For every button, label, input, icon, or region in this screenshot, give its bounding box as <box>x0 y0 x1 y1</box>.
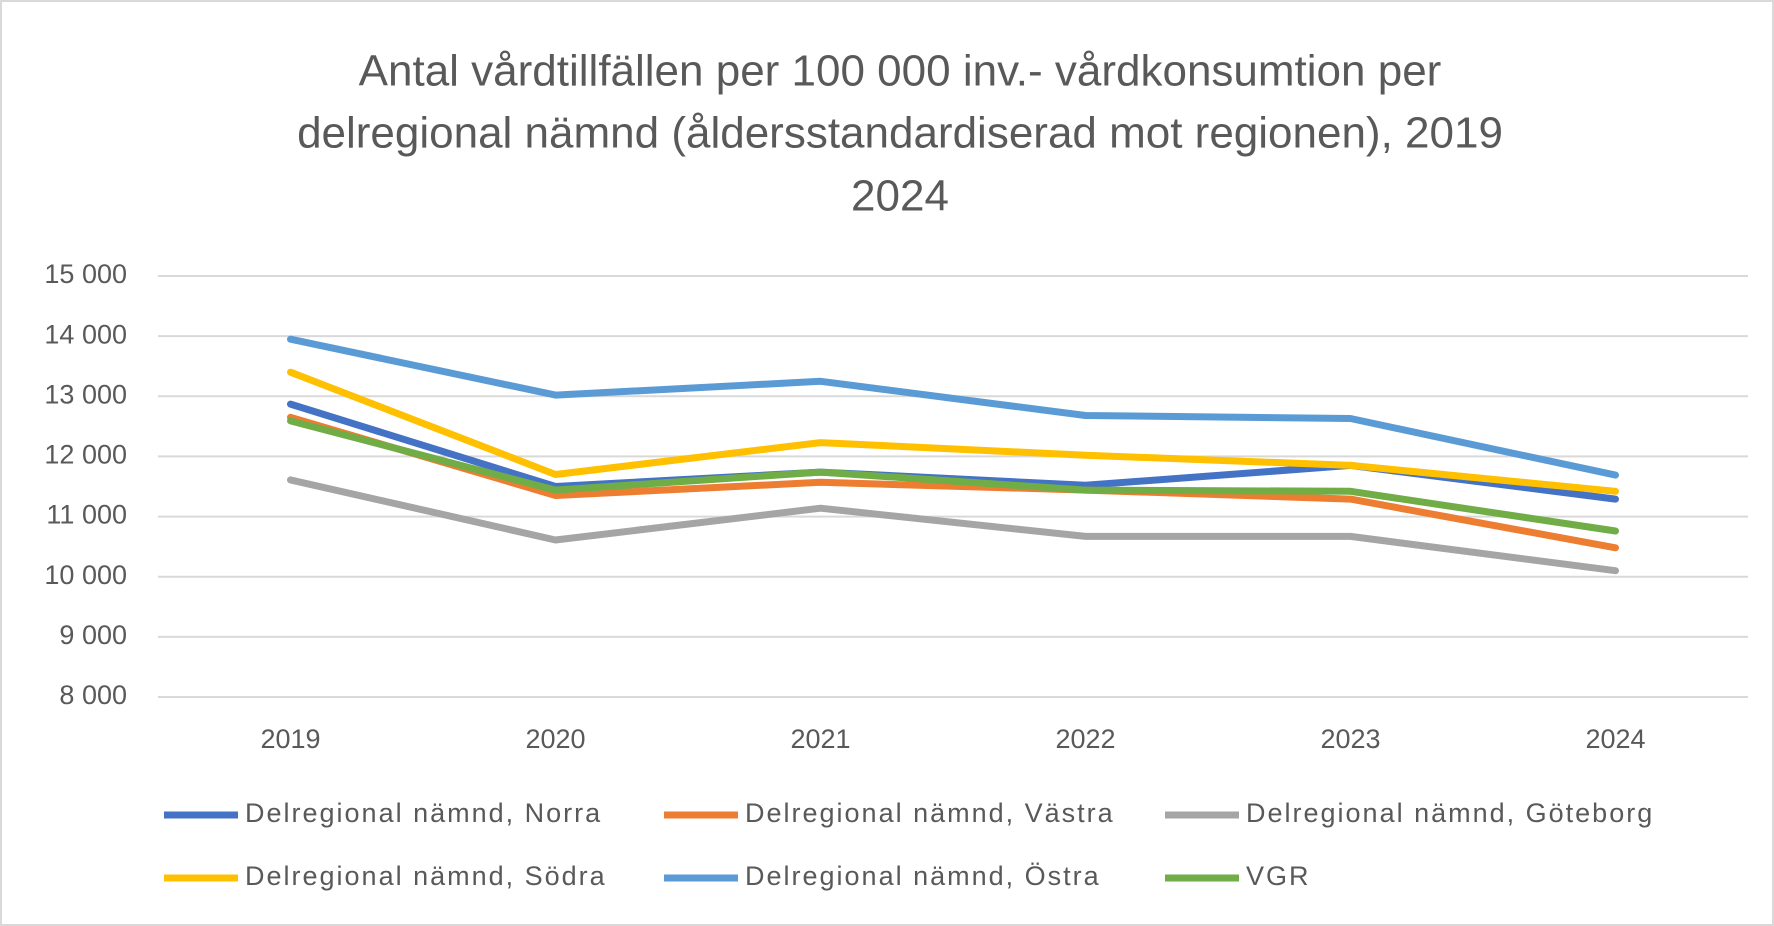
chart-title: 2024 <box>851 172 949 221</box>
series-line <box>287 476 1619 575</box>
x-tick-label: 2022 <box>1055 724 1115 754</box>
x-tick-label: 2021 <box>790 724 850 754</box>
y-tick-label: 9 000 <box>59 620 127 650</box>
series-line <box>287 368 1619 495</box>
y-tick-label: 10 000 <box>44 560 127 590</box>
y-tick-label: 12 000 <box>44 440 127 470</box>
legend-label: VGR <box>1246 861 1311 891</box>
y-tick-label: 15 000 <box>44 259 127 289</box>
legend-label: Delregional nämnd, Norra <box>245 798 602 828</box>
legend-label: Delregional nämnd, Södra <box>245 861 607 891</box>
x-tick-label: 2019 <box>260 724 320 754</box>
y-tick-label: 14 000 <box>44 319 127 349</box>
legend-label: Delregional nämnd, Göteborg <box>1246 798 1654 828</box>
series-line <box>287 335 1619 479</box>
legend-label: Delregional nämnd, Västra <box>745 798 1115 828</box>
y-tick-label: 11 000 <box>46 500 127 530</box>
y-tick-label: 13 000 <box>44 379 127 409</box>
legend-label: Delregional nämnd, Östra <box>745 861 1101 891</box>
x-tick-label: 2023 <box>1320 724 1380 754</box>
series-line <box>287 417 1619 535</box>
chart-title: delregional nämnd (åldersstandardiserad … <box>297 109 1503 158</box>
series-line <box>287 413 1619 552</box>
y-tick-label: 8 000 <box>59 680 127 710</box>
chart-title: Antal vårdtillfällen per 100 000 inv.- v… <box>359 47 1442 96</box>
x-tick-label: 2020 <box>525 724 585 754</box>
x-tick-label: 2024 <box>1585 724 1645 754</box>
